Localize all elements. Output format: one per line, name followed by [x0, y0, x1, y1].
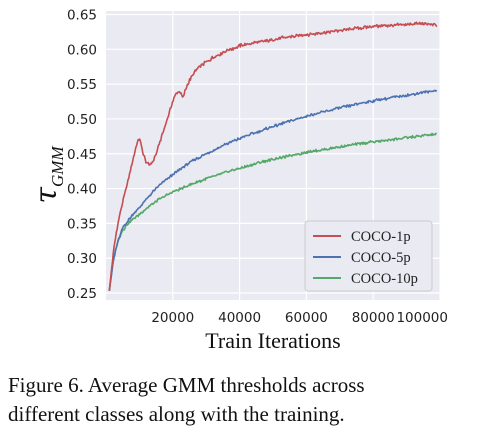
x-tick-labels: 20000 40000 60000 80000 100000	[151, 310, 448, 326]
series-line-coco-1p	[108, 21, 438, 291]
y-tick-labels: 0.25 0.30 0.35 0.40 0.45 0.50 0.55 0.60 0.65	[67, 7, 97, 302]
y-tick-label: 0.65	[67, 7, 97, 23]
x-tick-label: 60000	[285, 310, 328, 326]
grid	[106, 11, 441, 300]
x-tick-label: 20000	[151, 310, 194, 326]
figure-caption: Figure 6. Average GMM thresholds across …	[8, 371, 478, 429]
y-tick-label: 0.60	[67, 42, 97, 58]
legend: COCO-1p COCO-5p COCO-10p	[304, 220, 433, 292]
y-tick-label: 0.50	[67, 112, 97, 128]
x-tick-label: 100000	[396, 310, 448, 326]
x-axis-label: Train Iterations	[205, 328, 340, 353]
caption-line-1: Figure 6. Average GMM thresholds across	[8, 373, 365, 397]
caption-line-2: different classes along with the trainin…	[8, 402, 345, 426]
y-tick-label: 0.30	[67, 251, 97, 267]
x-tick-label: 40000	[218, 310, 261, 326]
svg-text:τGMM: τGMM	[29, 146, 67, 204]
y-axis-label-subscript: GMM	[48, 146, 67, 187]
y-axis-label: τGMM	[29, 146, 67, 204]
chart: 0.25 0.30 0.35 0.40 0.45 0.50 0.55 0.60 0.65 200…	[29, 7, 448, 353]
legend-label: COCO-5p	[351, 250, 411, 266]
y-axis-label-symbol: τ	[29, 187, 64, 204]
series-lines	[108, 21, 438, 292]
y-tick-label: 0.55	[67, 77, 97, 93]
y-tick-label: 0.25	[67, 286, 97, 302]
y-tick-label: 0.45	[67, 147, 97, 163]
x-tick-label: 80000	[352, 310, 395, 326]
y-tick-label: 0.35	[67, 216, 97, 232]
series-line-coco-10p	[108, 132, 437, 292]
y-tick-label: 0.40	[67, 182, 97, 198]
series-line-coco-5p	[108, 89, 438, 292]
legend-label: COCO-10p	[351, 271, 418, 287]
legend-box	[304, 220, 433, 292]
legend-label: COCO-1p	[351, 229, 411, 245]
